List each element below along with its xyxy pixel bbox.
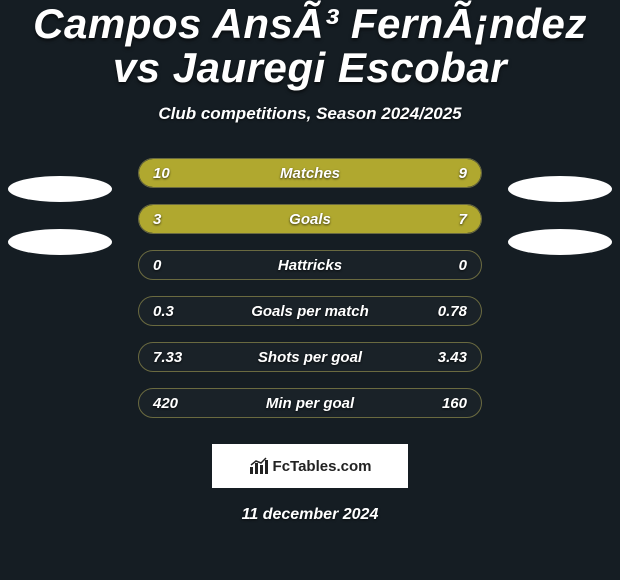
subtitle: Club competitions, Season 2024/2025 — [0, 104, 620, 124]
player-badge — [508, 176, 612, 202]
footer-brand-box: FcTables.com — [212, 444, 408, 488]
stat-label: Hattricks — [139, 251, 481, 279]
footer-brand-text: FcTables.com — [273, 458, 372, 475]
stat-row: 0.30.78Goals per match — [138, 296, 482, 326]
footer-date: 11 december 2024 — [0, 506, 620, 524]
stat-label: Matches — [139, 159, 481, 187]
player-badge — [8, 176, 112, 202]
stat-label: Goals per match — [139, 297, 481, 325]
stat-row: 00Hattricks — [138, 250, 482, 280]
stat-row: 7.333.43Shots per goal — [138, 342, 482, 372]
player-badge — [8, 229, 112, 255]
chart-icon — [249, 457, 269, 475]
player-badge — [508, 229, 612, 255]
stat-label: Min per goal — [139, 389, 481, 417]
stat-label: Goals — [139, 205, 481, 233]
stats-container: 109Matches 37Goals 00Hattricks 0.30.78Goals… — [138, 158, 482, 418]
stat-row: 420160Min per goal — [138, 388, 482, 418]
stat-row: 109Matches — [138, 158, 482, 188]
stat-row: 37Goals — [138, 204, 482, 234]
stat-label: Shots per goal — [139, 343, 481, 371]
page-title: Campos AnsÃ³ FernÃ¡ndez vs Jauregi Escob… — [0, 0, 620, 90]
